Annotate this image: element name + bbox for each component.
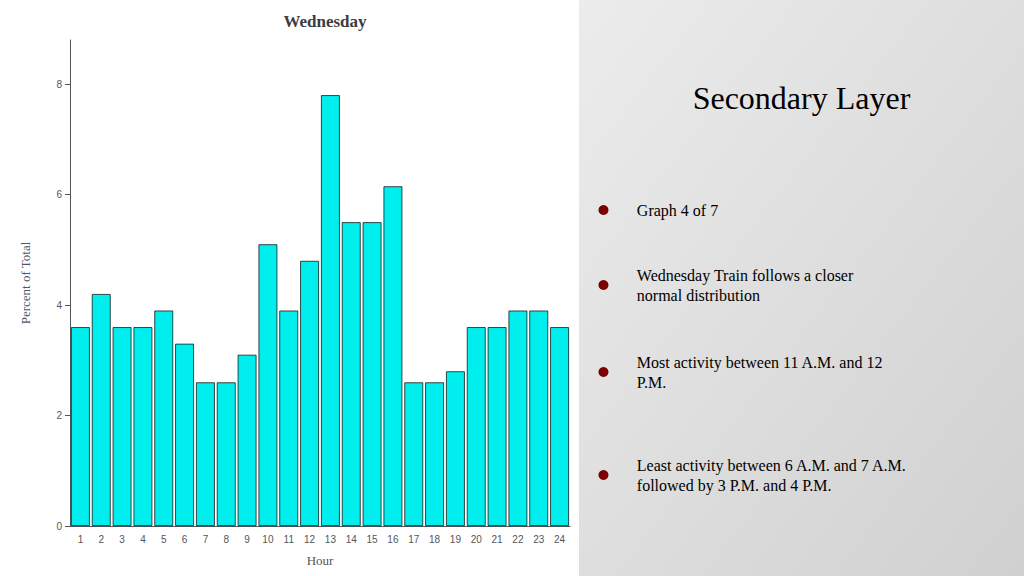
svg-text:3: 3	[119, 534, 125, 545]
svg-text:24: 24	[554, 534, 566, 545]
svg-text:Percent of Total: Percent of Total	[18, 241, 33, 324]
svg-text:0: 0	[56, 521, 62, 532]
svg-text:normal distribution: normal distribution	[637, 287, 760, 304]
svg-text:2: 2	[56, 410, 62, 421]
svg-text:7: 7	[203, 534, 209, 545]
svg-text:16: 16	[387, 534, 399, 545]
svg-text:Least activity between 6 A.M.: Least activity between 6 A.M. and 7 A.M.	[637, 457, 906, 475]
svg-text:Secondary Layer: Secondary Layer	[693, 80, 911, 116]
svg-text:4: 4	[140, 534, 146, 545]
svg-text:P.M.: P.M.	[637, 374, 666, 391]
svg-text:4: 4	[56, 300, 62, 311]
svg-text:1: 1	[78, 534, 84, 545]
svg-text:15: 15	[367, 534, 379, 545]
svg-text:6: 6	[56, 189, 62, 200]
svg-text:2: 2	[98, 534, 104, 545]
svg-text:Wednesday: Wednesday	[283, 12, 367, 31]
svg-text:Graph 4 of 7: Graph 4 of 7	[637, 202, 718, 220]
svg-text:Wednesday Train follows a clos: Wednesday Train follows a closer	[637, 267, 854, 285]
svg-text:9: 9	[244, 534, 250, 545]
svg-text:17: 17	[408, 534, 420, 545]
svg-text:19: 19	[450, 534, 462, 545]
svg-text:20: 20	[471, 534, 483, 545]
svg-text:11: 11	[284, 534, 295, 545]
svg-text:14: 14	[346, 534, 358, 545]
svg-text:12: 12	[304, 534, 316, 545]
svg-text:13: 13	[325, 534, 337, 545]
svg-text:21: 21	[492, 534, 504, 545]
svg-text:followed by 3 P.M. and 4 P.M.: followed by 3 P.M. and 4 P.M.	[637, 477, 832, 495]
svg-text:18: 18	[429, 534, 441, 545]
svg-text:8: 8	[223, 534, 229, 545]
svg-text:5: 5	[161, 534, 167, 545]
svg-text:22: 22	[512, 534, 524, 545]
svg-text:Hour: Hour	[307, 553, 334, 568]
svg-text:8: 8	[56, 79, 62, 90]
svg-text:23: 23	[533, 534, 545, 545]
svg-text:6: 6	[182, 534, 188, 545]
svg-text:Most activity between 11 A.M.: Most activity between 11 A.M. and 12	[637, 354, 883, 372]
svg-text:10: 10	[262, 534, 274, 545]
